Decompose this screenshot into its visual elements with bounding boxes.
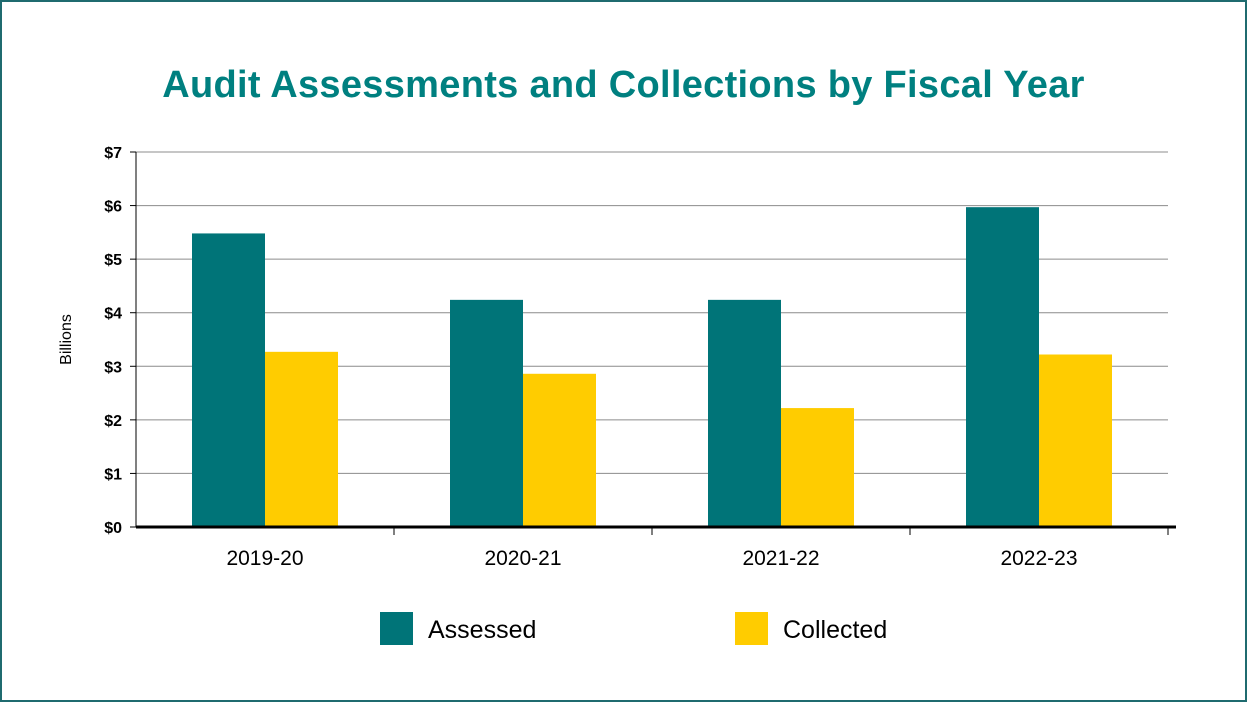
bar-assessed <box>966 207 1039 527</box>
y-tick-label: $2 <box>104 413 122 430</box>
bar-collected <box>1039 354 1112 527</box>
bar-assessed <box>192 233 265 527</box>
legend-swatch-assessed <box>380 612 413 645</box>
bar-collected <box>265 351 338 527</box>
y-tick-label: $6 <box>104 199 122 216</box>
chart-title: Audit Assessments and Collections by Fis… <box>162 64 1085 106</box>
y-tick-label: $5 <box>104 252 122 269</box>
legend: Assessed Collected <box>380 612 887 645</box>
y-tick-label: $3 <box>104 359 122 376</box>
x-tick-label: 2019-20 <box>226 547 303 570</box>
y-axis-title: Billions <box>58 314 75 365</box>
x-tick-label: 2021-22 <box>742 547 819 570</box>
bar-assessed <box>708 299 781 527</box>
legend-swatch-collected <box>735 612 768 645</box>
legend-label-assessed: Assessed <box>428 616 536 644</box>
bar-assessed <box>450 299 523 527</box>
y-tick-label: $4 <box>104 306 122 323</box>
y-tick-label: $1 <box>104 466 122 483</box>
axes <box>130 151 1176 535</box>
axis-labels: $0 $1 $2 $3 $4 $5 $6 $7 Billions 2019-20 2020-21 20… <box>58 145 1078 570</box>
bar-collected <box>781 408 854 527</box>
x-tick-label: 2020-21 <box>484 547 561 570</box>
bars <box>192 207 1112 527</box>
x-tick-label: 2022-23 <box>1000 547 1077 570</box>
y-tick-label: $0 <box>104 520 122 537</box>
y-tick-label: $7 <box>104 145 122 162</box>
bar-collected <box>523 373 596 527</box>
legend-label-collected: Collected <box>783 616 887 644</box>
